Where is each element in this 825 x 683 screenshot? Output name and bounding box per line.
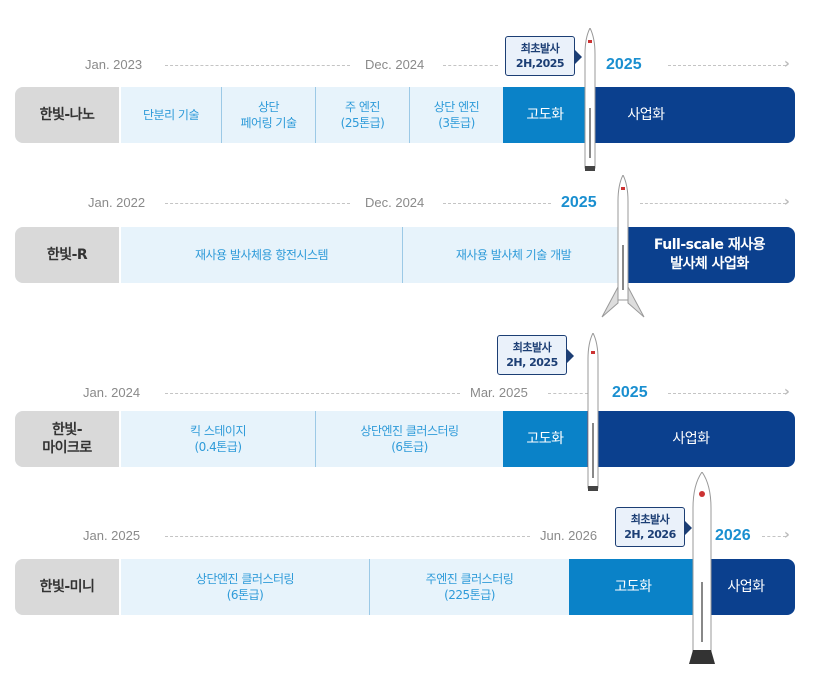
callout-title: 최초발사 (512, 341, 552, 354)
rocket-icon (584, 28, 596, 171)
callout-title: 최초발사 (520, 42, 560, 55)
target-year: 2025 (561, 194, 597, 211)
rocket-icon (689, 472, 715, 664)
phase-cell: 주엔진 클러스터링 (225톤급) (369, 559, 569, 615)
timeline-dash (668, 65, 786, 66)
phase-cell: 재사용 발사체 기술 개발 (402, 227, 624, 283)
callout-date: 2H, 2026 (624, 528, 676, 541)
target-year: 2026 (715, 527, 751, 544)
timeline-dash (165, 393, 460, 394)
end-date: Dec. 2024 (365, 195, 425, 210)
roadmap-bar-r: 한빛-R 재사용 발사체용 항전시스템 재사용 발사체 기술 개발 Full-s… (15, 227, 795, 283)
vehicle-label: 한빛-나노 (15, 87, 119, 143)
start-date: Jan. 2025 (83, 528, 141, 543)
timeline-dash (668, 393, 786, 394)
rocket-icon (587, 333, 599, 491)
advance-cell: 고도화 (503, 411, 587, 467)
phase-cell: 상단엔진 클러스터링 (6톤급) (315, 411, 503, 467)
timeline-dash (548, 393, 588, 394)
end-date: Mar. 2025 (470, 385, 528, 400)
phase-cell: 재사용 발사체용 항전시스템 (119, 227, 402, 283)
first-launch-callout: 최초발사 2H, 2025 (497, 335, 574, 375)
phase-cell: 킥 스테이지 (0.4톤급) (119, 411, 315, 467)
arrow-right-icon: › (784, 194, 790, 210)
timeline-dash (762, 536, 786, 537)
timeline-dash (165, 65, 350, 66)
commercial-cell: Full-scale 재사용 발사체 사업화 (624, 227, 795, 283)
timeline-dash (443, 203, 551, 204)
phase-cell: 단분리 기술 (119, 87, 221, 143)
end-date: Dec. 2024 (365, 57, 425, 72)
end-date: Jun. 2026 (540, 528, 598, 543)
target-year: 2025 (606, 56, 642, 73)
phase-cell: 상단엔진 클러스터링 (6톤급) (119, 559, 369, 615)
commercial-cell: 사업화 (697, 559, 795, 615)
first-launch-callout: 최초발사 2H, 2026 (615, 507, 692, 547)
callout-date: 2H, 2025 (506, 356, 558, 369)
phase-cell: 상단 페어링 기술 (221, 87, 315, 143)
arrow-right-icon: › (784, 384, 790, 400)
start-date: Jan. 2023 (85, 57, 143, 72)
vehicle-label: 한빛-R (15, 227, 119, 283)
arrow-right-icon: › (784, 56, 790, 72)
commercial-cell: 사업화 (587, 87, 795, 143)
first-launch-callout: 최초발사 2H,2025 (505, 36, 582, 76)
phase-cell: 상단 엔진 (3톤급) (409, 87, 503, 143)
advance-cell: 고도화 (569, 559, 697, 615)
vehicle-label: 한빛- 마이크로 (15, 411, 119, 467)
commercial-cell: 사업화 (587, 411, 795, 467)
arrow-right-icon: › (784, 527, 790, 543)
roadmap-bar-micro: 한빛- 마이크로 킥 스테이지 (0.4톤급) 상단엔진 클러스터링 (6톤급)… (15, 411, 795, 467)
callout-date: 2H,2025 (515, 57, 565, 70)
rocket-icon (601, 175, 645, 318)
roadmap-bar-mini: 한빛-미니 상단엔진 클러스터링 (6톤급) 주엔진 클러스터링 (225톤급)… (15, 559, 795, 615)
timeline-dash (165, 536, 530, 537)
roadmap-bar-nano: 한빛-나노 단분리 기술 상단 페어링 기술 주 엔진 (25톤급) 상단 엔진… (15, 87, 795, 143)
advance-cell: 고도화 (503, 87, 587, 143)
start-date: Jan. 2022 (88, 195, 146, 210)
vehicle-label: 한빛-미니 (15, 559, 119, 615)
start-date: Jan. 2024 (83, 385, 141, 400)
timeline-dash (443, 65, 498, 66)
phase-cell: 주 엔진 (25톤급) (315, 87, 409, 143)
timeline-dash (640, 203, 786, 204)
target-year: 2025 (612, 384, 648, 401)
timeline-dash (165, 203, 350, 204)
callout-title: 최초발사 (630, 513, 670, 526)
